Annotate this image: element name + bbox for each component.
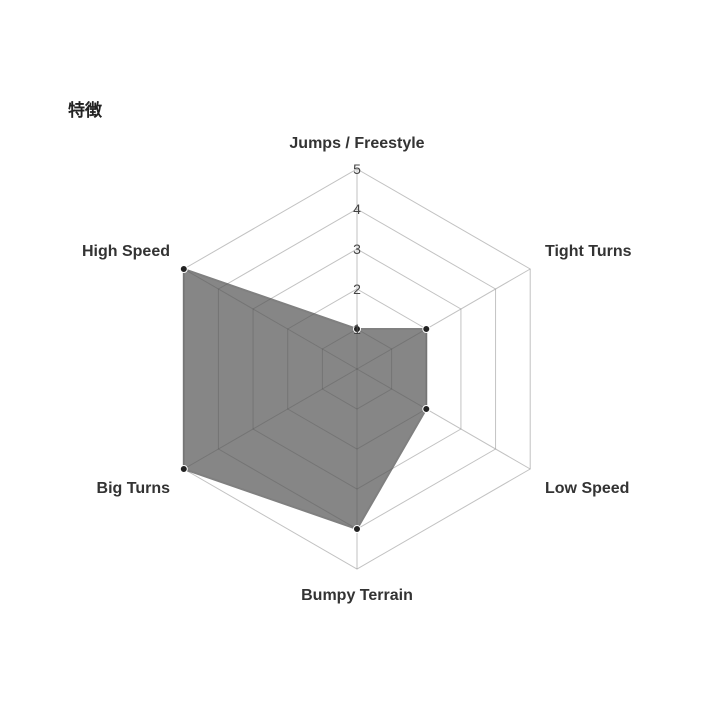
data-point [353,325,361,333]
grid-ring-overlay [252,248,462,490]
axis-label: High Speed [82,243,170,260]
tick-label: 5 [353,161,361,177]
axis-label: Bumpy Terrain [301,587,413,604]
tick-label: 4 [353,201,361,217]
data-point [179,465,188,473]
tick-label: 3 [353,241,361,257]
data-point [422,325,431,333]
grid-spoke-overlay [356,268,531,370]
grid-spoke-overlay [356,368,531,470]
data-point [353,525,361,533]
tick-label: 1 [353,321,361,337]
grid-spoke-overlay [183,268,358,370]
data-point [179,265,188,273]
data-point [422,405,431,413]
axis-label: Tight Turns [545,243,632,260]
grid-spoke-overlay [183,368,358,470]
grid-ring-overlay [321,328,393,410]
axis-label: Jumps / Freestyle [289,135,424,152]
axis-label: Low Speed [545,480,629,497]
axis-label: Big Turns [97,480,171,497]
chart-title: 特徴 [68,101,102,121]
tick-label: 2 [353,281,361,297]
